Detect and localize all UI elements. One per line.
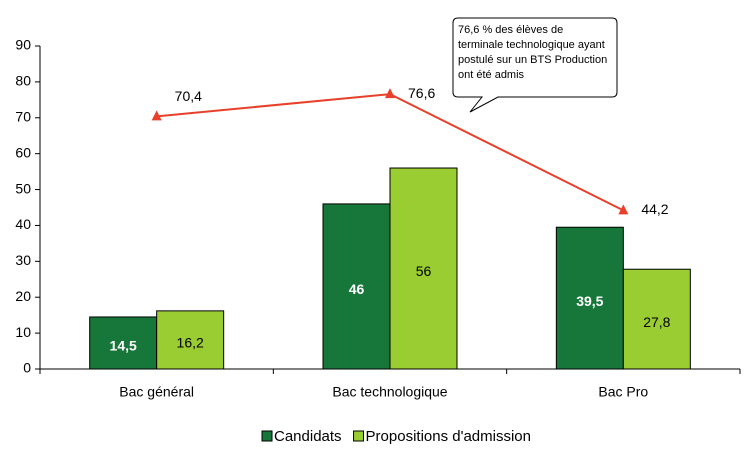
line-marker	[385, 88, 395, 99]
bar	[156, 310, 225, 370]
x-tick-label: Bac technologique	[332, 384, 447, 400]
line-value-label: 76,6	[408, 85, 435, 101]
bar	[389, 167, 458, 370]
legend-label: Candidats	[274, 428, 342, 445]
legend-swatch	[261, 430, 273, 442]
bar	[622, 268, 691, 370]
line-value-label: 70,4	[175, 88, 202, 104]
y-tick-label: 70	[15, 108, 31, 124]
legend-label: Propositions d'admission	[366, 428, 531, 445]
bar-value-label: 39,5	[576, 293, 603, 309]
legend-swatch	[353, 430, 365, 442]
annotation-text: terminale technologique ayant	[458, 39, 605, 51]
line-marker	[618, 204, 629, 215]
annotation-text: 76,6 % des élèves de	[458, 24, 563, 36]
bar	[89, 316, 158, 370]
bar	[555, 226, 624, 370]
bar	[322, 203, 391, 370]
bar-value-label: 46	[349, 281, 365, 297]
y-tick-label: 30	[15, 252, 31, 268]
bar-value-label: 56	[416, 263, 432, 279]
y-tick-label: 20	[15, 288, 31, 304]
x-tick-label: Bac général	[119, 384, 194, 400]
y-tick-label: 10	[15, 324, 31, 340]
annotation-text: ont été admis	[458, 69, 525, 81]
line-value-label: 44,2	[641, 201, 668, 217]
bar-value-label: 14,5	[110, 338, 137, 354]
annotation-text: postulé sur un BTS Production	[458, 54, 607, 66]
x-tick-label: Bac Pro	[598, 384, 648, 400]
callout-box	[452, 17, 618, 113]
y-tick-label: 40	[15, 216, 31, 232]
y-tick-label: 60	[15, 144, 31, 160]
bar-value-label: 27,8	[643, 314, 670, 330]
y-tick-label: 90	[15, 37, 31, 53]
y-tick-label: 80	[15, 73, 31, 89]
y-tick-label: 50	[15, 180, 31, 196]
y-tick-label: 0	[23, 360, 31, 376]
bar-value-label: 16,2	[177, 335, 204, 351]
line-marker	[151, 110, 162, 121]
